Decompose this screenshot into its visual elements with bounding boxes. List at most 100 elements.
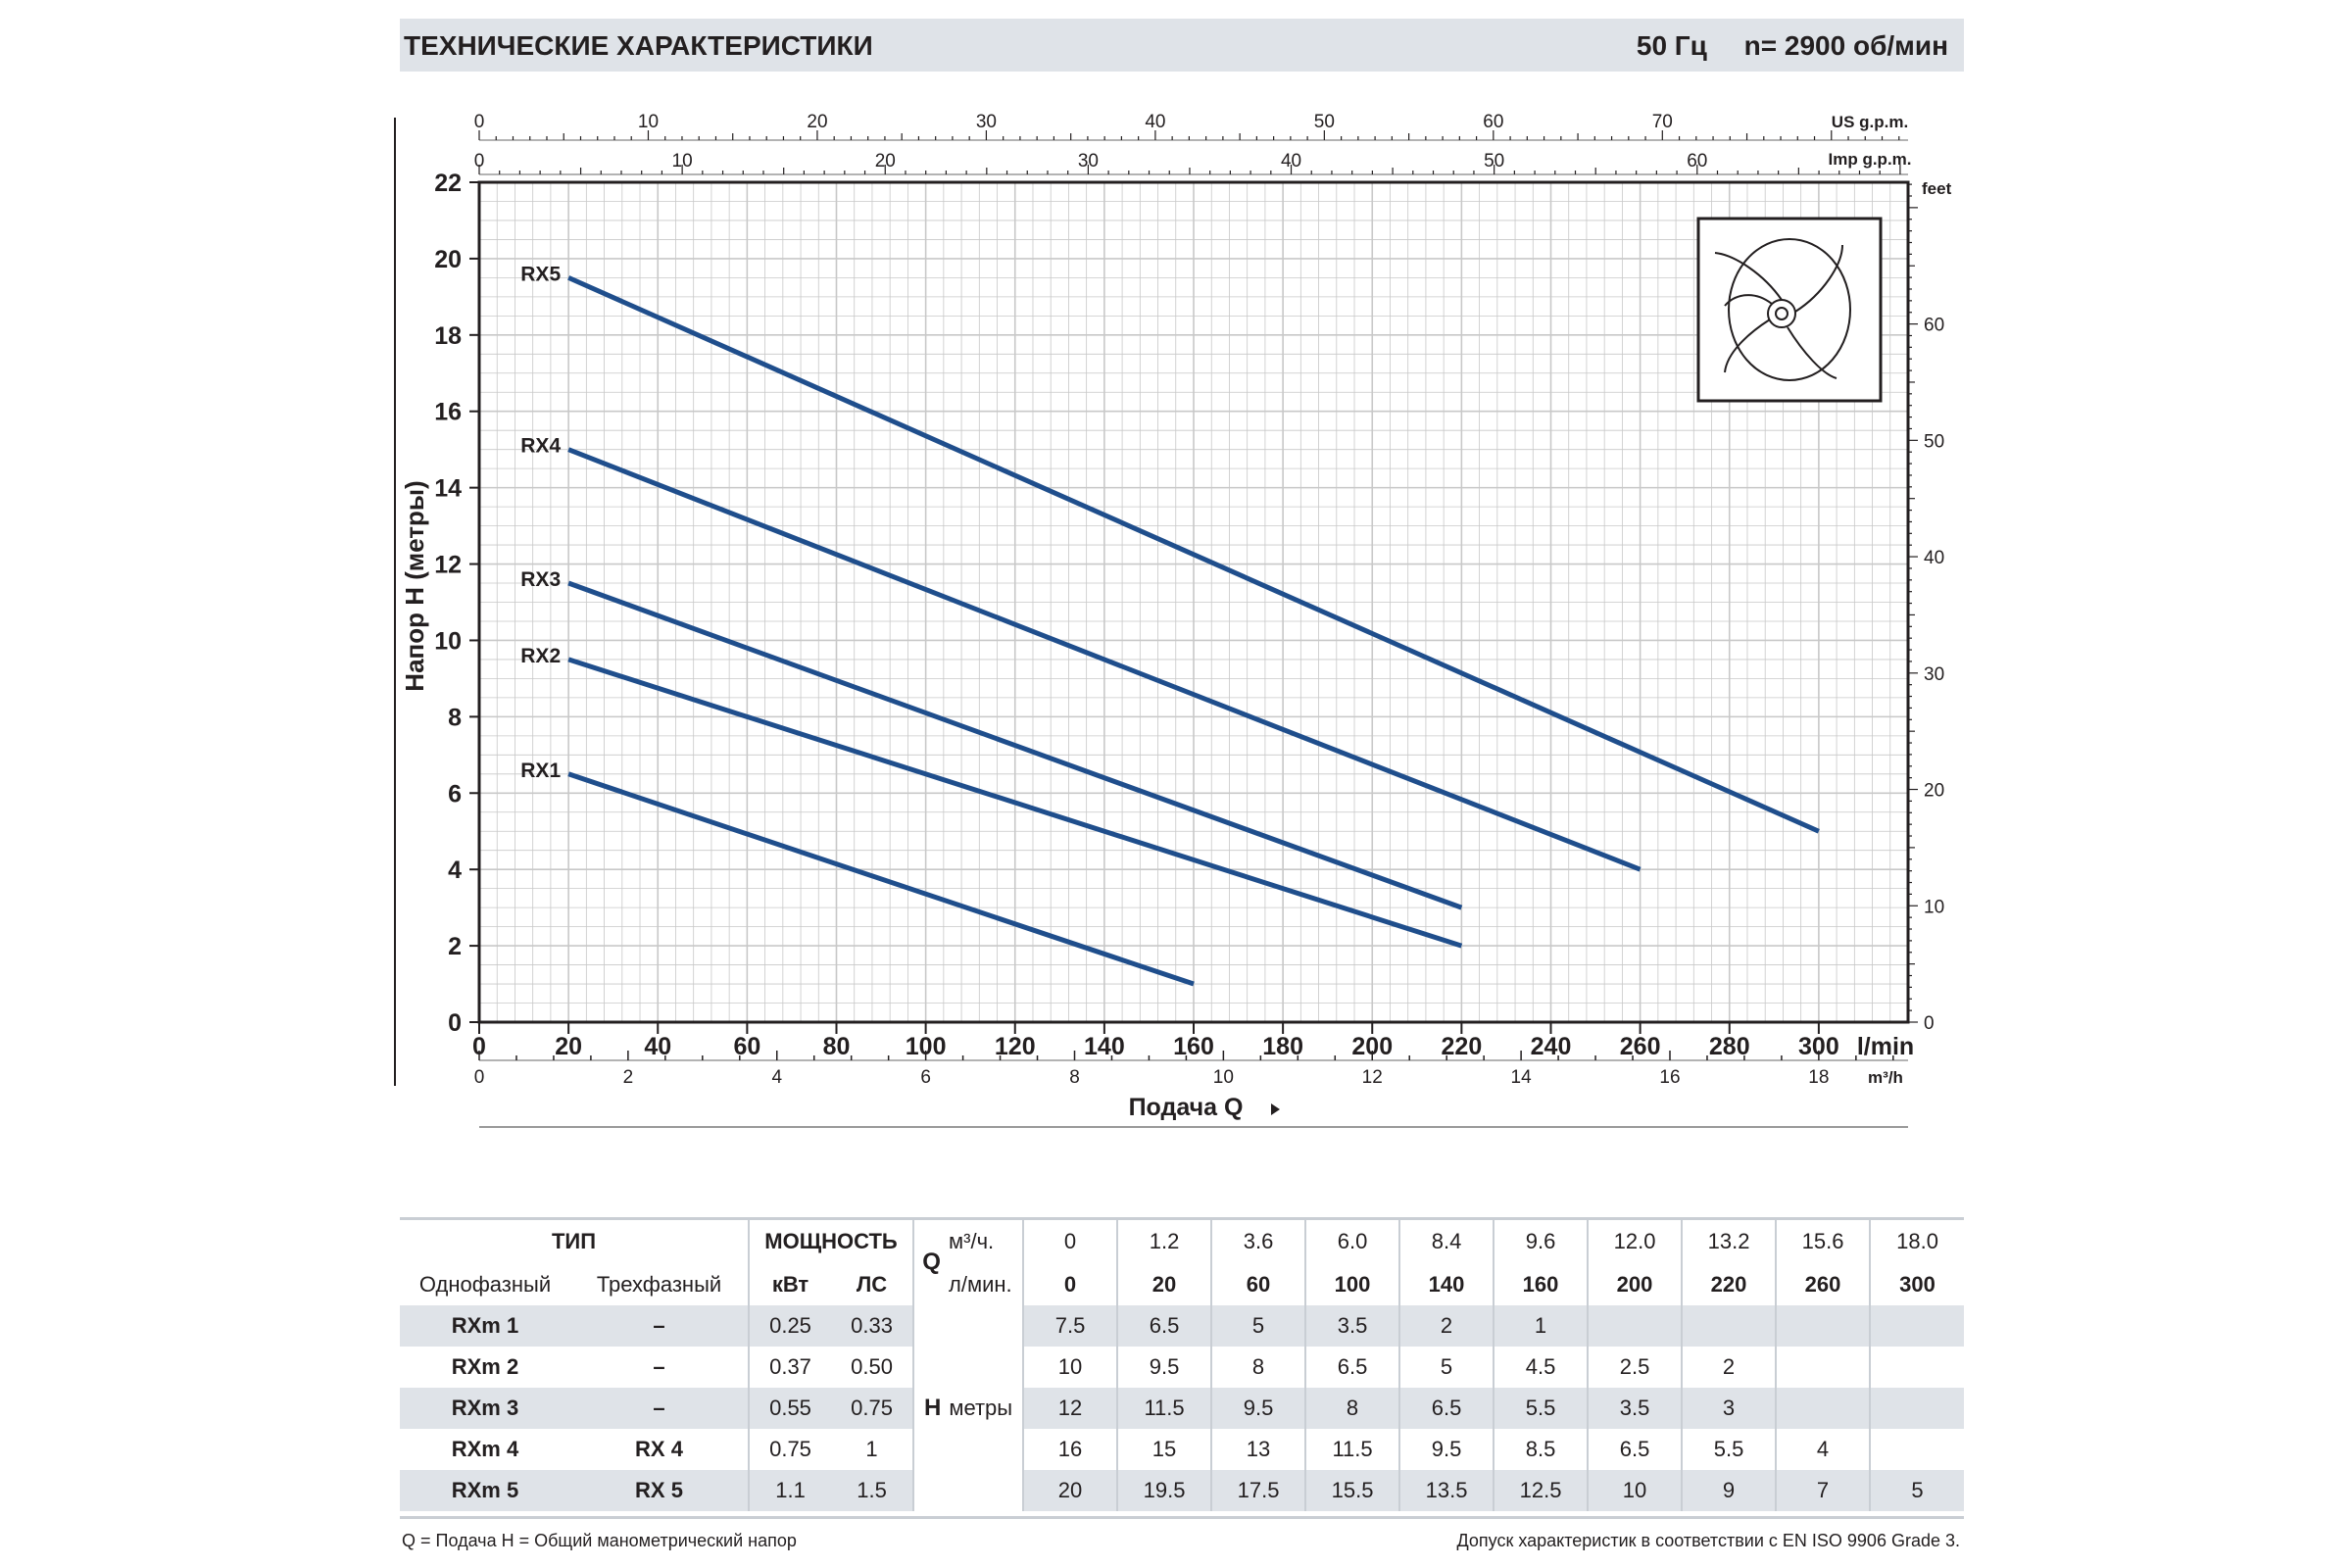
page-title: ТЕХНИЧЕСКИЕ ХАРАКТЕРИСТИКИ [404, 30, 873, 61]
series-line-rx3 [567, 580, 1463, 910]
head-value-cell [1870, 1347, 1964, 1388]
feet-tick-label: 10 [1924, 897, 1944, 917]
power-kw: 1.1 [749, 1470, 832, 1511]
y-axis-title: Напор H (метры) [400, 480, 429, 691]
single-phase-model: RXm 3 [400, 1388, 570, 1429]
x-tick-label: 60 [733, 1033, 760, 1060]
head-value-cell: 5.5 [1682, 1429, 1778, 1470]
power-kw: 0.37 [769, 1354, 811, 1379]
q-m3-cell: 9.6 [1494, 1219, 1590, 1264]
head-value-cell: 3 [1682, 1388, 1778, 1429]
x-tick-label: 120 [995, 1033, 1036, 1060]
head-value-cell [1870, 1305, 1965, 1347]
m3h-unit-label: m³/h [1868, 1068, 1903, 1087]
impgpm-tick-label: 0 [474, 151, 485, 172]
head-value-cell: 9.5 [1211, 1388, 1307, 1429]
impgpm-tick-label: 60 [1687, 151, 1707, 172]
head-value-cell: 6.5 [1399, 1388, 1495, 1429]
q-l-cell: 140 [1399, 1264, 1495, 1305]
head-value-cell: 20 [1023, 1470, 1119, 1511]
three-phase-model: – [570, 1305, 751, 1347]
power-hp: 1.5 [831, 1470, 915, 1511]
q-l-cell: 160 [1494, 1264, 1590, 1305]
series-label: RX5 [520, 263, 561, 285]
head-value-cell [1776, 1305, 1872, 1347]
performance-table: ТИП МОЩНОСТЬ Q м³/ч. 0 1.2 3.6 6.0 8.4 9… [400, 1219, 1965, 1511]
x-axis-title: Подача Q [1129, 1094, 1244, 1121]
head-value-cell: 8.5 [1494, 1429, 1590, 1470]
m3h-tick-label: 14 [1511, 1067, 1533, 1088]
single-phase-model: RXm 2 [451, 1354, 519, 1379]
y-tick-label: 2 [448, 933, 462, 960]
series-line-rx5 [567, 275, 1820, 834]
head-value-cell: 1 [1494, 1305, 1590, 1347]
y-tick-label: 8 [448, 704, 462, 731]
x-unit-label: l/min [1857, 1033, 1914, 1060]
series-line-rx4 [567, 447, 1642, 872]
power-kw: 0.75 [769, 1437, 811, 1461]
head-value-cell: 16 [1023, 1429, 1119, 1470]
x-tick-label: 140 [1084, 1033, 1125, 1060]
head-value-cell [1776, 1388, 1872, 1429]
three-phase-model: – [570, 1388, 751, 1429]
head-value-cell [1776, 1347, 1872, 1388]
q-l-cell: 20 [1117, 1264, 1213, 1305]
head-value-cell: 5 [1870, 1470, 1965, 1511]
head-value-cell: 11.5 [1117, 1388, 1213, 1429]
hp-header: ЛС [831, 1264, 915, 1305]
x-tick-label: 220 [1442, 1033, 1483, 1060]
feet-tick-label: 20 [1924, 781, 1944, 802]
q-m3-cell: 12.0 [1588, 1219, 1684, 1264]
head-value-cell: 3.5 [1588, 1388, 1684, 1429]
power-header: МОЩНОСТЬ [749, 1219, 915, 1264]
single-phase-model: RXm 5 [400, 1470, 570, 1511]
head-value-cell: 8 [1211, 1347, 1307, 1388]
head-value-cell: 10 [1588, 1470, 1684, 1511]
q-m3-cell: 13.2 [1682, 1219, 1778, 1264]
usgpm-tick-label: 0 [474, 112, 485, 132]
power-kw: 0.55 [749, 1388, 832, 1429]
m3h-tick-label: 8 [1069, 1067, 1080, 1088]
x-tick-label: 260 [1620, 1033, 1661, 1060]
q-l-cell: 300 [1899, 1272, 1936, 1297]
head-value-cell: 9.5 [1399, 1429, 1495, 1470]
head-value-cell: 15 [1117, 1429, 1213, 1470]
table-top-rule [400, 1217, 1964, 1220]
head-value-cell: 9 [1682, 1470, 1778, 1511]
q-l-cell: 260 [1776, 1264, 1872, 1305]
q-l-cell: 220 [1682, 1264, 1778, 1305]
chart-grid [478, 181, 1909, 1023]
head-value-cell: 11.5 [1305, 1429, 1401, 1470]
m3h-tick-label: 4 [771, 1067, 782, 1088]
q-l-cell: 60 [1211, 1264, 1307, 1305]
head-value-cell: 15.5 [1305, 1470, 1401, 1511]
head-value-cell: 17.5 [1211, 1470, 1307, 1511]
three-phase-model: RX 4 [570, 1429, 751, 1470]
y-tick-label: 14 [434, 475, 462, 503]
y-tick-label: 6 [448, 780, 462, 808]
y-tick-label: 0 [448, 1009, 462, 1037]
head-value-cell: 5.5 [1494, 1388, 1590, 1429]
impgpm-unit-label: Imp g.p.m. [1829, 150, 1912, 169]
head-value-cell: 6.5 [1588, 1429, 1684, 1470]
head-value-cell [1682, 1305, 1778, 1347]
table-row: RXm 3–0.55 0.75 12 11.5 9.5 8 6.5 5.5 3.5 3 [400, 1388, 1965, 1429]
x-tick-label: 280 [1709, 1033, 1750, 1060]
power-kw: 0.25 [749, 1305, 832, 1347]
header-bar: ТЕХНИЧЕСКИЕ ХАРАКТЕРИСТИКИ 50 Гц n= 2900… [400, 19, 1964, 72]
power-hp: 0.50 [831, 1347, 915, 1388]
feet-unit-label: feet [1922, 179, 1952, 198]
m3h-tick-label: 10 [1213, 1067, 1234, 1088]
y-tick-label: 12 [434, 552, 462, 579]
head-value-cell: 6.5 [1117, 1305, 1213, 1347]
feet-tick-label: 30 [1924, 664, 1944, 685]
h-label: H [923, 1395, 942, 1421]
impgpm-tick-label: 20 [875, 151, 896, 172]
type-header: ТИП [400, 1219, 751, 1264]
power-hp: 1 [831, 1429, 915, 1470]
legend-note: Q = Подача H = Общий манометрический нап… [402, 1531, 797, 1550]
head-value-cell: 5 [1399, 1347, 1495, 1388]
m3h-tick-label: 16 [1659, 1067, 1680, 1088]
